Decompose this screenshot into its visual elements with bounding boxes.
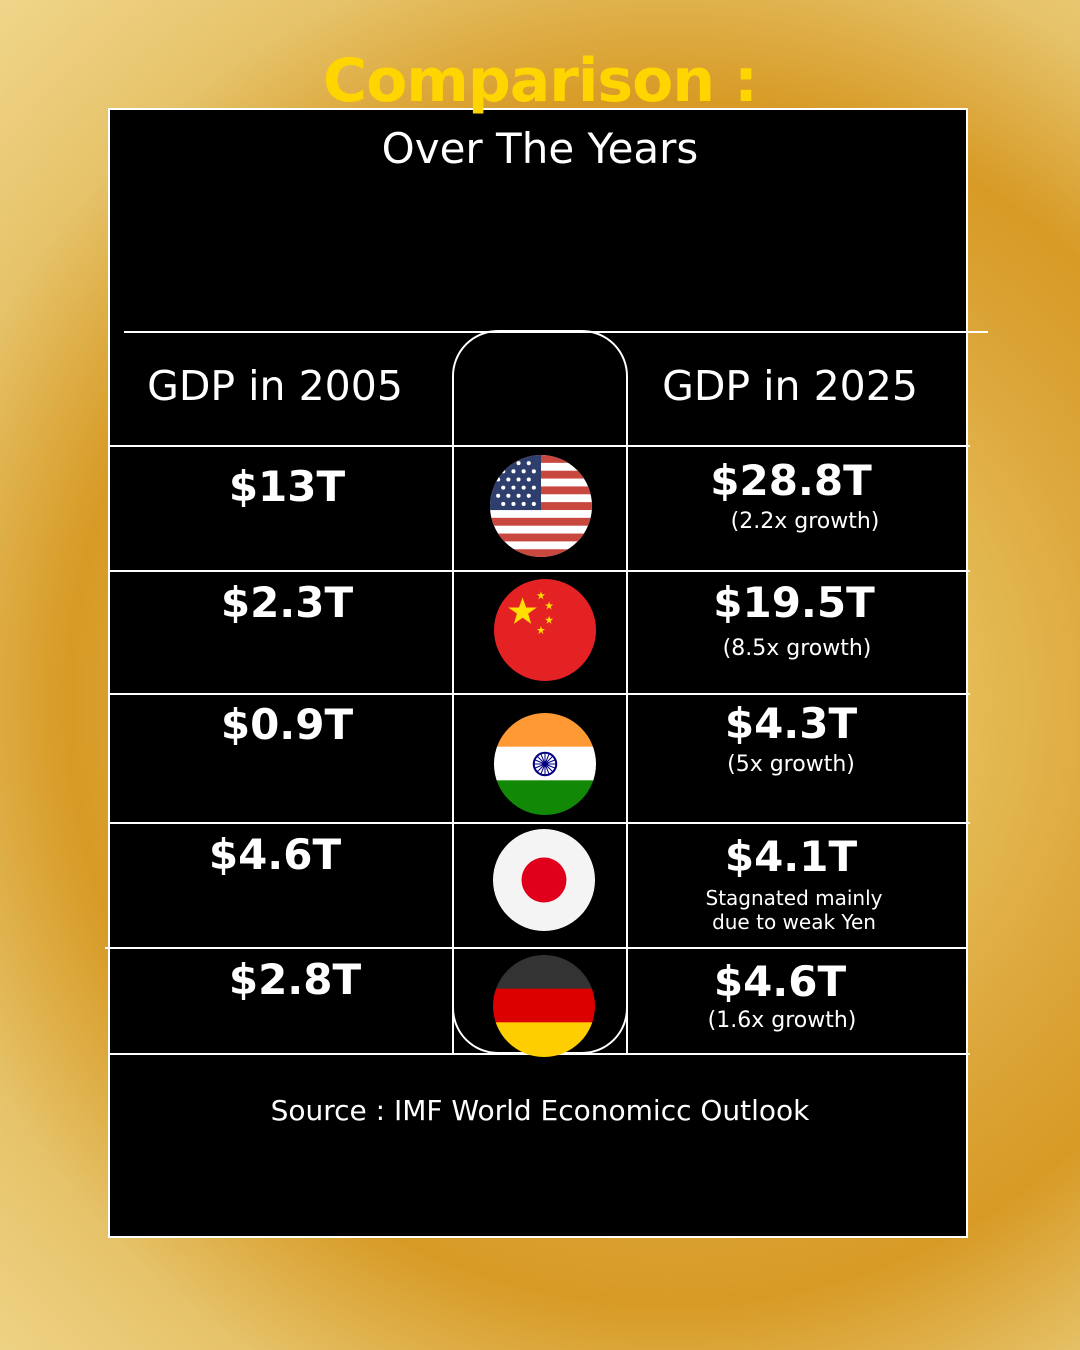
stagnation-note: due to weak Yen	[712, 910, 876, 934]
gdp-2025-value: $4.3T	[724, 699, 858, 748]
page-title: Comparison :	[323, 46, 758, 116]
gdp-2025-value: $28.8T	[710, 456, 872, 505]
growth-note: (2.2x growth)	[730, 509, 880, 534]
row-divider	[110, 693, 970, 695]
stagnation-note: Stagnated mainly	[705, 886, 883, 910]
gdp-2025-value: $19.5T	[713, 578, 875, 627]
gdp-2005-value: $0.9T	[220, 700, 354, 749]
growth-note: (5x growth)	[727, 752, 855, 777]
page-subtitle: Over The Years	[381, 124, 699, 173]
column-divider	[626, 445, 628, 1055]
row-divider	[110, 570, 970, 572]
header-divider	[124, 331, 988, 333]
row-divider	[105, 947, 968, 949]
column-divider	[452, 445, 454, 1055]
gdp-2005-value: $13T	[228, 462, 346, 511]
germany-flag-icon	[493, 955, 595, 1057]
japan-flag-icon	[493, 829, 595, 931]
flag-column-pill	[452, 330, 628, 1054]
growth-note: (8.5x growth)	[722, 636, 872, 661]
gdp-2005-value: $2.3T	[220, 578, 354, 627]
column-header-2025: GDP in 2025	[662, 362, 918, 410]
india-flag-icon	[494, 713, 596, 815]
growth-note: (1.6x growth)	[707, 1008, 857, 1033]
gdp-2025-value: $4.6T	[713, 957, 847, 1006]
row-divider	[110, 822, 970, 824]
column-header-2005: GDP in 2005	[147, 362, 403, 410]
row-divider	[110, 445, 970, 447]
usa-flag-icon	[490, 455, 592, 557]
china-flag-icon	[494, 579, 596, 681]
gdp-2025-value: $4.1T	[724, 832, 858, 881]
gdp-2005-value: $4.6T	[208, 830, 342, 879]
source-citation: Source : IMF World Economicc Outlook	[270, 1094, 810, 1127]
gdp-2005-value: $2.8T	[228, 955, 362, 1004]
